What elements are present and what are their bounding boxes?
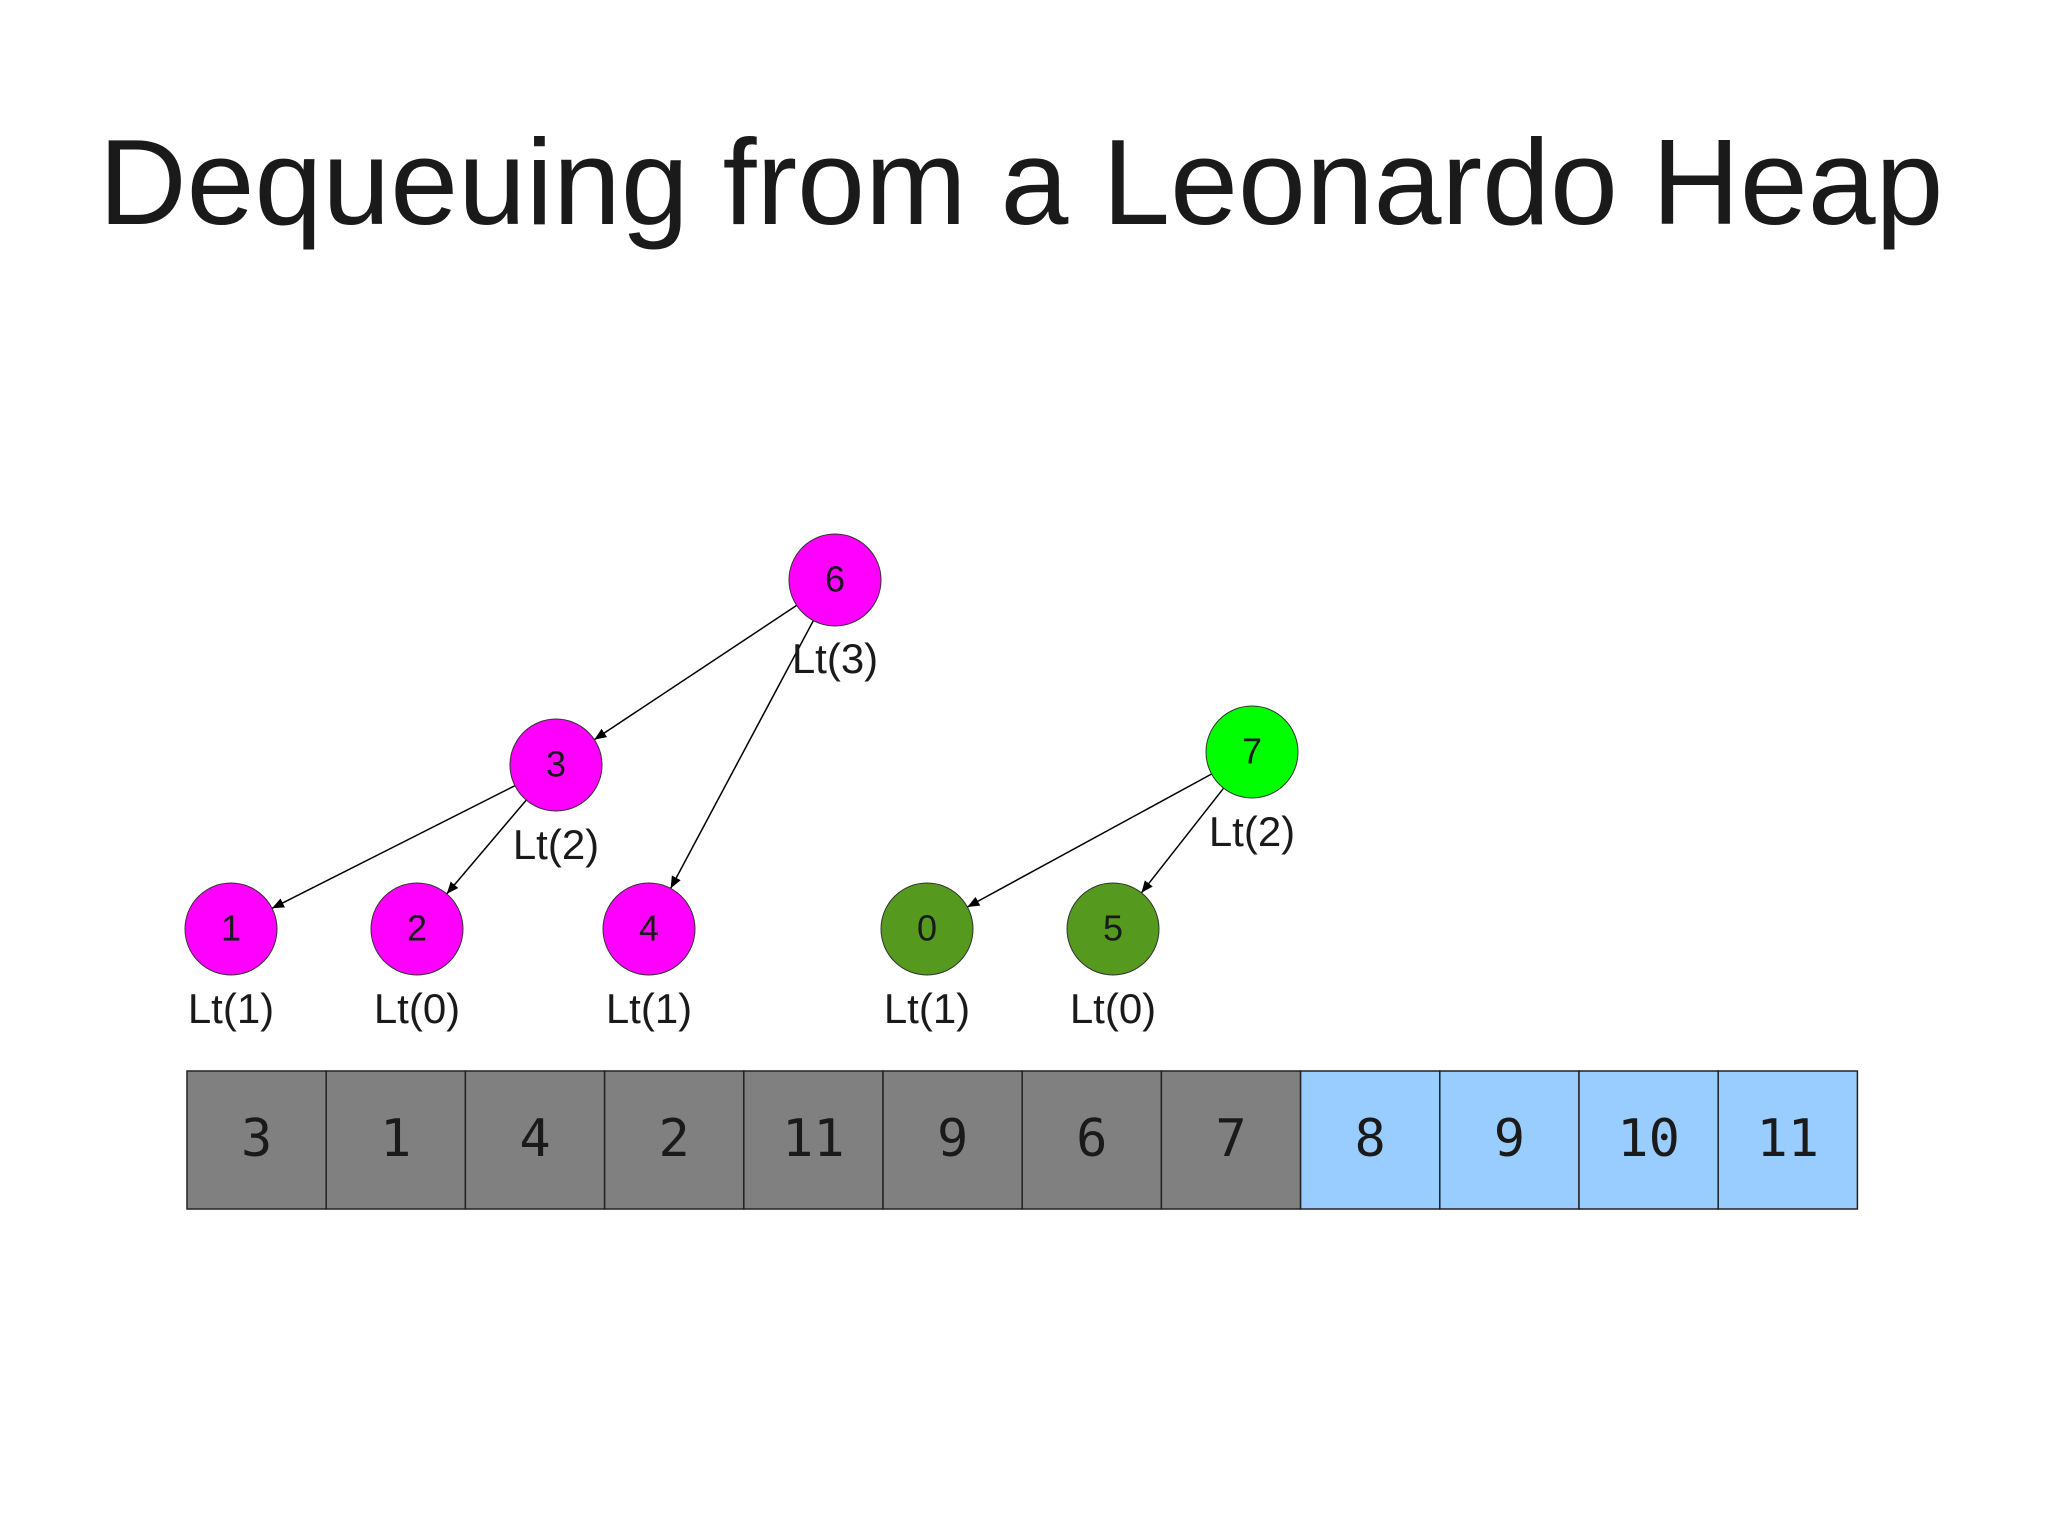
array: 3 1 4 2 11 9 6 7 8 9 10 11 [186,1070,1859,1210]
edge [669,620,815,889]
edge [593,604,798,741]
array-cell [603,1070,745,1210]
array-cell [464,1070,606,1210]
node [509,718,603,812]
array-value: 11 [782,1109,845,1169]
array-value: 9 [1494,1109,1525,1169]
array-value: 10 [1617,1109,1680,1169]
node-label: 5 [1103,908,1123,949]
node-order: Lt(2) [513,821,599,868]
slide-title: Dequeuing from a Leonardo Heap [99,114,1944,250]
array-value: 7 [1215,1109,1246,1169]
node-label: 4 [639,908,659,949]
node [788,533,882,627]
array-value: 3 [241,1109,272,1169]
node [1205,705,1299,799]
edge [446,799,527,895]
node [880,882,974,976]
node-order: Lt(1) [606,985,692,1032]
array-cell [325,1070,467,1210]
node-order: Lt(2) [1209,808,1295,855]
node-label: 0 [917,908,937,949]
array-cell [743,1070,884,1210]
array-cell [1578,1070,1719,1210]
array-value: 4 [519,1109,550,1169]
array-cell [1439,1070,1580,1210]
node-label: 3 [546,744,566,785]
node-order: Lt(1) [884,985,970,1032]
edge [271,785,516,909]
node-label: 2 [407,908,427,949]
node-label: 7 [1242,731,1262,772]
array-cell [1299,1070,1441,1210]
array-value: 2 [659,1109,690,1169]
node [1066,882,1160,976]
edges [271,604,1225,909]
node [370,882,464,976]
array-value: 8 [1355,1109,1386,1169]
node-order: Lt(3) [792,635,878,682]
node [184,882,278,976]
heap-nodes: 6 Lt(3) 3 Lt(2) 1 Lt(1) 2 Lt(0) 4 Lt(1) 7 Lt(2) 0 Lt(… [184,533,1299,1032]
array-cell [1021,1070,1163,1210]
array-value: 6 [1076,1109,1107,1169]
array-value: 11 [1756,1109,1819,1169]
array-cell [882,1070,1023,1210]
array-cell [1717,1070,1859,1210]
node-order: Lt(0) [1070,985,1156,1032]
array-cell [1160,1070,1302,1210]
node-order: Lt(1) [188,985,274,1032]
node-label: 1 [221,908,241,949]
edge [1140,787,1225,894]
node-label: 6 [825,559,845,600]
array-value: 9 [937,1109,968,1169]
node-order: Lt(0) [374,985,460,1032]
array-value: 1 [380,1109,411,1169]
node [602,882,696,976]
edge [967,773,1212,908]
array-cell [186,1070,327,1210]
